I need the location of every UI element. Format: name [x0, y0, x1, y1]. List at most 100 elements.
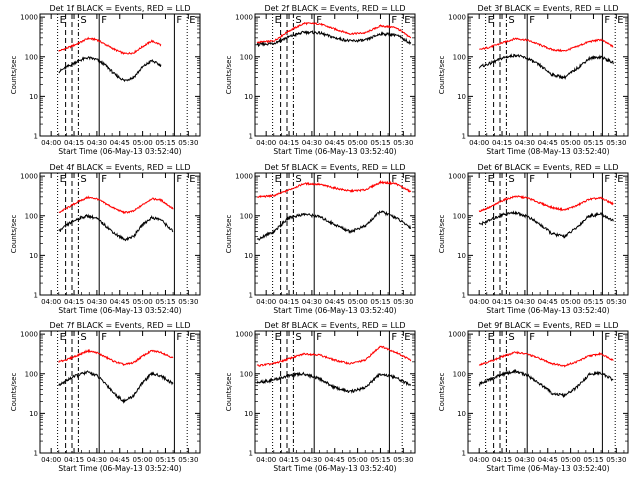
- y-tick-label: 1000: [20, 173, 38, 181]
- x-tick-label: 05:30: [178, 298, 198, 306]
- x-tick-label: 04:45: [110, 456, 130, 464]
- marker-label: E: [275, 15, 281, 26]
- marker-label: E: [189, 15, 195, 26]
- x-tick-label: 05:30: [606, 456, 626, 464]
- x-tick-label: 04:00: [41, 298, 61, 306]
- x-tick-label: 04:00: [41, 139, 61, 147]
- marker-label: F: [529, 332, 535, 343]
- y-tick-label: 1: [462, 133, 466, 141]
- y-tick-label: 100: [25, 212, 38, 220]
- x-axis-label: Start Time (06-May-13 03:52:40): [273, 464, 396, 473]
- y-tick-label: 10: [244, 410, 253, 418]
- y-tick-label: 10: [244, 93, 253, 101]
- x-tick-label: 04:00: [256, 139, 276, 147]
- marker-label: F: [176, 15, 182, 26]
- series-events-line: [58, 213, 174, 242]
- x-tick-label: 04:45: [110, 298, 130, 306]
- y-tick-label: 1: [462, 450, 466, 458]
- marker-label: E: [60, 332, 66, 343]
- panel-title: Det 9f BLACK = Events, RED = LLD: [477, 321, 618, 330]
- panel-title: Det 6f BLACK = Events, RED = LLD: [477, 163, 618, 172]
- marker-label: S: [508, 15, 514, 26]
- series-lld-line: [256, 345, 412, 367]
- x-tick-label: 05:00: [133, 139, 153, 147]
- panel-det-6: Det 6f BLACK = Events, RED = LLD 1 10 100 10…: [438, 163, 629, 315]
- x-tick-label: 04:45: [538, 456, 558, 464]
- y-tick-label: 1000: [20, 14, 38, 22]
- marker-label: F: [316, 332, 322, 343]
- y-axis-label: Counts/sec: [225, 373, 233, 412]
- series-lld-line: [478, 350, 614, 368]
- x-tick-label: 04:15: [492, 298, 512, 306]
- series-lld-line: [58, 348, 174, 367]
- x-tick-label: 04:15: [492, 456, 512, 464]
- x-tick-label: 05:30: [178, 456, 198, 464]
- marker-label: E: [189, 332, 195, 343]
- marker-label: F: [101, 15, 107, 26]
- marker-label: F: [101, 332, 107, 343]
- x-tick-label: 05:15: [370, 456, 390, 464]
- y-tick-label: 10: [29, 252, 38, 260]
- marker-label: F: [604, 174, 610, 185]
- series-events-line: [478, 368, 614, 399]
- panel-det-4: Det 4f BLACK = Events, RED = LLD 1 10 100 10…: [10, 163, 201, 315]
- x-tick-label: 04:00: [469, 456, 489, 464]
- marker-label: F: [529, 15, 535, 26]
- marker-label: F: [604, 332, 610, 343]
- x-tick-label: 05:30: [606, 298, 626, 306]
- marker-label: F: [316, 15, 322, 26]
- x-tick-label: 05:15: [155, 298, 175, 306]
- x-axis-label: Start Time (06-May-13 03:52:40): [58, 306, 181, 315]
- y-axis-label: Counts/sec: [10, 215, 18, 254]
- x-tick-label: 04:30: [87, 139, 107, 147]
- panel-det-1: Det 1f BLACK = Events, RED = LLD 1 10 100 10…: [10, 4, 201, 156]
- series-events-line: [58, 56, 162, 83]
- series-lld-line: [58, 36, 162, 55]
- y-axis-label: Counts/sec: [10, 373, 18, 412]
- marker-label: S: [80, 174, 86, 185]
- marker-label: E: [488, 174, 494, 185]
- series-events-line: [478, 53, 614, 80]
- y-axis-label: Counts/sec: [438, 373, 446, 412]
- plot-frame: [39, 172, 201, 296]
- x-tick-label: 04:15: [279, 456, 299, 464]
- x-tick-label: 04:30: [302, 298, 322, 306]
- marker-label: E: [275, 174, 281, 185]
- y-axis-label: Counts/sec: [225, 56, 233, 95]
- y-tick-label: 1000: [20, 331, 38, 339]
- panel-det-5: Det 5f BLACK = Events, RED = LLD 1 10 100 10…: [225, 163, 416, 315]
- x-axis-label: Start Time (06-May-13 03:52:40): [273, 306, 396, 315]
- y-axis-label: Counts/sec: [225, 215, 233, 254]
- x-tick-label: 05:30: [393, 456, 413, 464]
- panel-det-9: Det 9f BLACK = Events, RED = LLD 1 10 100 10…: [438, 321, 629, 473]
- y-tick-label: 100: [240, 53, 253, 61]
- plot-frame: [39, 330, 201, 454]
- x-tick-label: 04:00: [256, 456, 276, 464]
- y-tick-label: 1000: [448, 14, 466, 22]
- series-lld-line: [479, 37, 614, 52]
- x-tick-label: 04:30: [302, 456, 322, 464]
- x-tick-label: 04:45: [325, 456, 345, 464]
- y-tick-label: 1: [34, 133, 38, 141]
- y-tick-label: 100: [453, 212, 466, 220]
- plot-frame: [254, 330, 416, 454]
- y-tick-label: 100: [453, 370, 466, 378]
- marker-label: S: [508, 332, 514, 343]
- x-tick-label: 04:15: [64, 139, 84, 147]
- y-tick-label: 1: [34, 450, 38, 458]
- marker-label: S: [295, 174, 301, 185]
- y-tick-label: 1: [249, 450, 253, 458]
- y-tick-label: 100: [453, 53, 466, 61]
- x-tick-label: 05:00: [348, 456, 368, 464]
- marker-label: E: [617, 332, 623, 343]
- y-tick-label: 1000: [448, 331, 466, 339]
- x-tick-label: 04:15: [492, 139, 512, 147]
- x-axis-label: Start Time (06-May-13 03:52:40): [486, 306, 609, 315]
- x-tick-label: 05:30: [393, 139, 413, 147]
- series-lld-line: [478, 194, 614, 213]
- x-tick-label: 04:30: [515, 456, 535, 464]
- plot-frame: [254, 13, 416, 137]
- marker-label: F: [529, 174, 535, 185]
- marker-label: E: [404, 332, 410, 343]
- panel-title: Det 1f BLACK = Events, RED = LLD: [49, 4, 190, 13]
